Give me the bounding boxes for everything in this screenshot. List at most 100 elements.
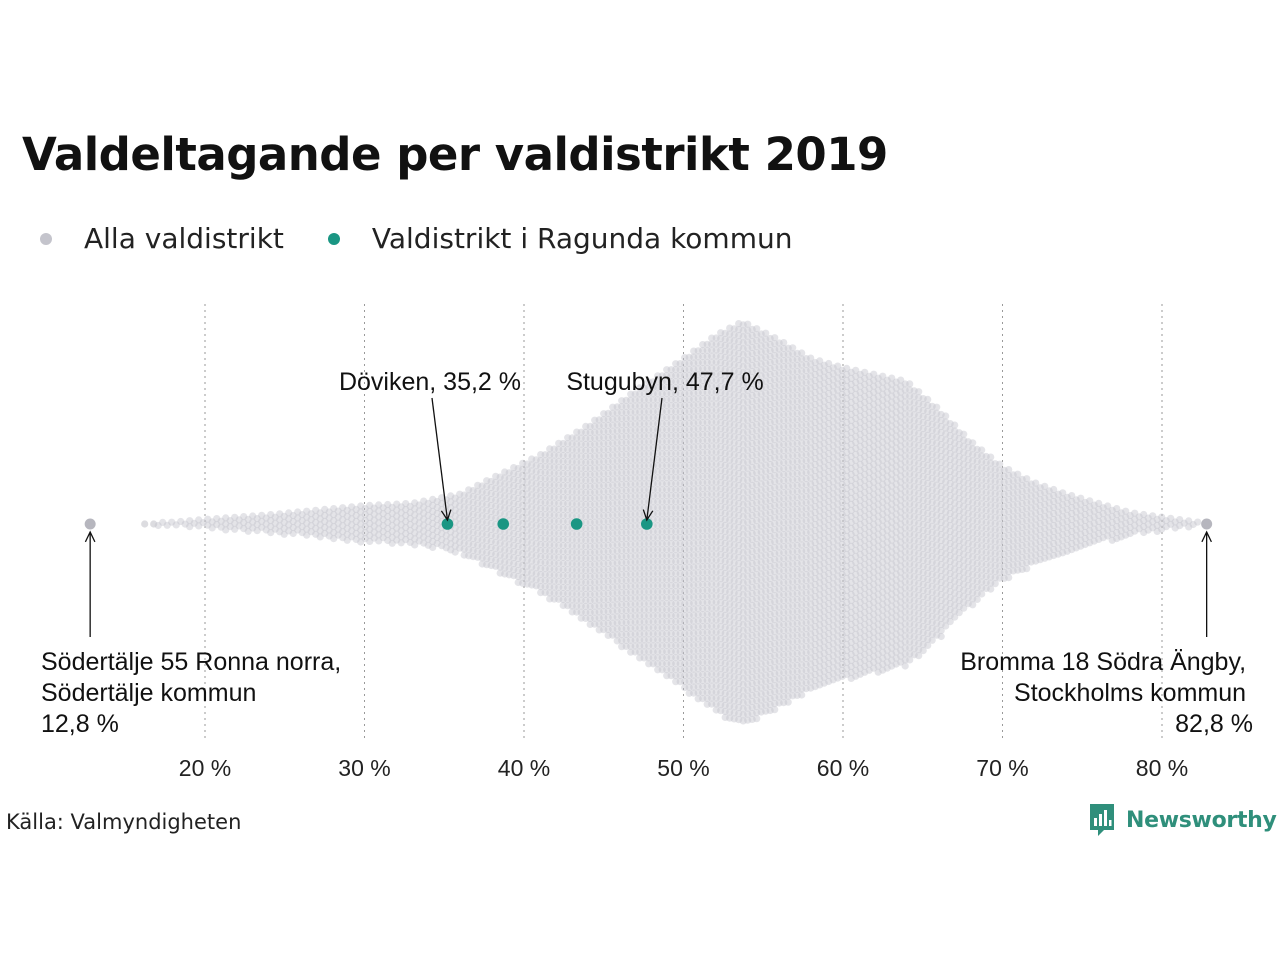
district-point bbox=[555, 583, 563, 591]
district-point bbox=[366, 501, 374, 509]
district-point bbox=[424, 523, 432, 531]
district-point bbox=[231, 519, 239, 527]
district-point bbox=[451, 524, 459, 532]
district-point bbox=[577, 578, 585, 586]
district-point bbox=[568, 470, 576, 478]
district-point bbox=[577, 494, 585, 502]
district-point bbox=[546, 475, 554, 483]
district-point bbox=[586, 524, 594, 532]
district-point bbox=[244, 521, 252, 529]
district-point bbox=[564, 500, 572, 508]
district-point bbox=[366, 513, 374, 521]
district-point bbox=[258, 511, 266, 519]
district-point bbox=[537, 541, 545, 549]
district-point bbox=[573, 440, 581, 448]
district-point bbox=[465, 510, 473, 518]
district-point bbox=[388, 533, 396, 541]
district-point bbox=[564, 572, 572, 580]
district-point bbox=[577, 506, 585, 514]
district-point bbox=[424, 535, 432, 543]
district-point bbox=[316, 515, 324, 523]
district-point bbox=[586, 512, 594, 520]
district-point bbox=[429, 525, 437, 533]
district-point bbox=[591, 470, 599, 478]
district-point bbox=[447, 534, 455, 542]
district-point bbox=[523, 496, 531, 504]
district-point bbox=[510, 554, 518, 562]
district-point bbox=[285, 509, 293, 517]
district-point bbox=[559, 445, 567, 454]
district-point bbox=[339, 522, 347, 530]
district-point bbox=[577, 572, 585, 580]
district-point bbox=[532, 558, 540, 566]
district-point bbox=[532, 564, 540, 572]
district-point bbox=[546, 481, 554, 489]
district-point bbox=[424, 541, 432, 549]
district-point bbox=[541, 529, 549, 537]
district-point bbox=[582, 572, 590, 580]
district-point bbox=[456, 502, 464, 510]
district-point bbox=[510, 560, 518, 568]
district-point bbox=[568, 476, 576, 484]
district-point bbox=[564, 554, 572, 562]
district-point bbox=[573, 434, 581, 442]
district-point bbox=[289, 529, 297, 538]
district-point bbox=[532, 468, 540, 476]
district-point bbox=[312, 518, 320, 526]
district-point bbox=[370, 516, 378, 524]
district-point bbox=[573, 566, 581, 574]
district-point bbox=[528, 509, 536, 517]
district-point bbox=[415, 501, 423, 509]
district-point bbox=[528, 485, 536, 493]
district-point bbox=[573, 572, 581, 580]
district-point bbox=[289, 517, 297, 526]
district-point bbox=[474, 511, 482, 519]
district-point bbox=[568, 584, 576, 592]
district-point bbox=[559, 553, 567, 562]
district-point bbox=[564, 494, 572, 502]
district-point bbox=[487, 477, 495, 486]
district-point bbox=[442, 532, 450, 540]
district-point bbox=[582, 566, 590, 574]
district-point bbox=[523, 460, 531, 468]
district-point bbox=[582, 470, 590, 478]
district-point bbox=[334, 507, 342, 515]
district-point bbox=[555, 457, 563, 465]
district-point bbox=[550, 553, 558, 561]
district-point bbox=[555, 547, 563, 555]
district-point bbox=[505, 565, 513, 573]
district-point bbox=[492, 526, 500, 534]
district-point bbox=[294, 508, 302, 516]
district-point bbox=[271, 513, 279, 521]
district-point bbox=[235, 516, 243, 524]
district-point bbox=[541, 589, 549, 597]
district-point bbox=[501, 570, 509, 578]
district-point bbox=[541, 535, 549, 543]
district-point bbox=[559, 493, 567, 502]
district-point bbox=[420, 527, 428, 535]
district-point bbox=[564, 548, 572, 556]
district-point bbox=[568, 548, 576, 556]
district-point bbox=[537, 529, 545, 537]
district-point bbox=[253, 527, 261, 535]
district-point bbox=[339, 534, 347, 542]
district-point bbox=[568, 554, 576, 562]
district-point bbox=[568, 452, 576, 460]
district-point bbox=[451, 536, 459, 544]
district-point bbox=[478, 554, 486, 562]
district-point bbox=[546, 451, 554, 459]
district-point bbox=[474, 523, 482, 531]
district-point bbox=[271, 519, 279, 527]
district-point bbox=[415, 507, 423, 515]
district-point bbox=[465, 522, 473, 530]
district-point bbox=[582, 482, 590, 490]
district-point bbox=[564, 530, 572, 538]
district-point bbox=[312, 524, 320, 532]
district-point bbox=[573, 506, 581, 514]
district-point bbox=[487, 489, 495, 498]
district-point bbox=[577, 608, 585, 616]
district-point bbox=[186, 517, 194, 525]
district-point bbox=[532, 456, 540, 464]
district-point bbox=[240, 525, 248, 533]
district-point bbox=[537, 589, 545, 597]
